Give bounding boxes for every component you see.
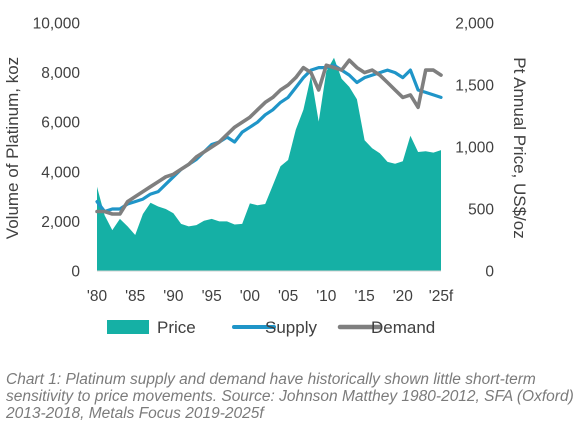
x-tick-label: '80 xyxy=(87,288,108,305)
supply-legend-label: Supply xyxy=(265,318,317,337)
x-tick-label: '15 xyxy=(354,288,374,305)
demand-legend-label: Demand xyxy=(371,318,435,337)
y-tick-label: 8,000 xyxy=(41,65,80,82)
y2-tick-label: 1,500 xyxy=(455,78,494,95)
chart-caption: Chart 1: Platinum supply and demand have… xyxy=(6,371,574,422)
y-tick-label: 0 xyxy=(71,264,80,281)
y-tick-label: 2,000 xyxy=(41,214,80,231)
y-tick-label: 10,000 xyxy=(33,16,81,33)
price-legend-label: Price xyxy=(157,318,196,337)
price-area-layer xyxy=(97,57,441,272)
demand-line xyxy=(95,58,443,216)
y2-axis-title: Pt Annual Price, US$/oz xyxy=(510,57,529,238)
y-tick-labels: 0 2,000 4,000 6,000 8,000 10,000 xyxy=(33,16,81,281)
x-tick-label: '25f xyxy=(429,288,454,305)
supply-line xyxy=(95,63,443,214)
x-tick-label: '10 xyxy=(316,288,337,305)
y2-tick-label: 500 xyxy=(468,202,494,219)
y2-tick-label: 2,000 xyxy=(455,16,494,33)
x-tick-label: '05 xyxy=(278,288,298,305)
x-tick-labels: '80 '85 '90 '95 '00 '05 '10 '15 '20 '25f xyxy=(87,288,454,305)
y-tick-label: 6,000 xyxy=(41,115,80,132)
price-area xyxy=(97,57,441,272)
x-tick-label: '95 xyxy=(202,288,222,305)
chart: '80 '85 '90 '95 '00 '05 '10 '15 '20 '25f 0 2,000 4,… xyxy=(3,16,529,338)
x-tick-label: '00 xyxy=(240,288,261,305)
x-tick-label: '20 xyxy=(393,288,414,305)
y2-tick-labels: 0 500 1,000 1,500 2,000 xyxy=(455,16,494,281)
legend: Price Supply Demand xyxy=(107,318,435,337)
y-tick-label: 4,000 xyxy=(41,164,80,181)
y2-tick-label: 0 xyxy=(485,264,494,281)
price-legend-swatch xyxy=(107,320,149,334)
y2-tick-label: 1,000 xyxy=(455,140,494,157)
y-axis-title: Volume of Platinum, koz xyxy=(3,57,22,239)
x-tick-label: '85 xyxy=(125,288,145,305)
x-tick-label: '90 xyxy=(163,288,184,305)
line-layer xyxy=(95,58,443,216)
